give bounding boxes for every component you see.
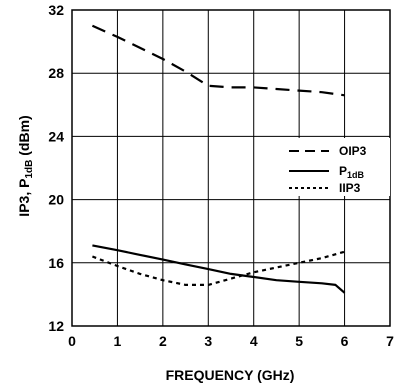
legend-label-oip3: OIP3 — [339, 144, 367, 158]
series-line-p1db — [92, 244, 346, 294]
y-tick-label: 16 — [48, 255, 64, 271]
x-axis-title: FREQUENCY (GHz) — [166, 367, 295, 383]
y-tick-label: 24 — [48, 128, 64, 144]
y-axis-title-subscript: 1dB — [24, 160, 35, 179]
x-tick-label: 0 — [68, 333, 76, 349]
y-tick-label: 12 — [48, 318, 64, 334]
y-tick-label: 20 — [48, 192, 64, 208]
series-line-oip3 — [91, 24, 345, 97]
series-line-iip3 — [92, 250, 345, 286]
x-tick-label: 1 — [114, 333, 122, 349]
y-axis-title-main: IP3, P — [16, 179, 32, 217]
legend-label-p1db-subscript: 1dB — [347, 170, 365, 180]
x-tick-label: 4 — [250, 333, 258, 349]
y-tick-label: 28 — [48, 65, 64, 81]
x-tick-label: 2 — [159, 333, 167, 349]
x-tick-label: 3 — [204, 333, 212, 349]
legend-label-p1db: P1dB — [339, 164, 365, 180]
legend-label-p1db-main: P — [339, 164, 347, 178]
legend-label-iip3: IIP3 — [339, 181, 361, 195]
x-tick-label: 6 — [341, 333, 349, 349]
x-tick-labels: 0 1 2 3 4 5 6 7 — [68, 333, 394, 349]
y-axis-title: IP3, P1dB (dBm) — [16, 115, 35, 216]
legend: OIP3 P1dB IIP3 — [280, 138, 390, 196]
legend-background — [280, 138, 390, 196]
y-tick-labels: 12 16 20 24 28 32 — [48, 2, 64, 334]
series-layer — [91, 24, 346, 294]
x-tick-label: 5 — [295, 333, 303, 349]
y-tick-label: 32 — [48, 2, 64, 18]
x-tick-label: 7 — [386, 333, 394, 349]
y-axis-title-tail: (dBm) — [16, 115, 32, 159]
